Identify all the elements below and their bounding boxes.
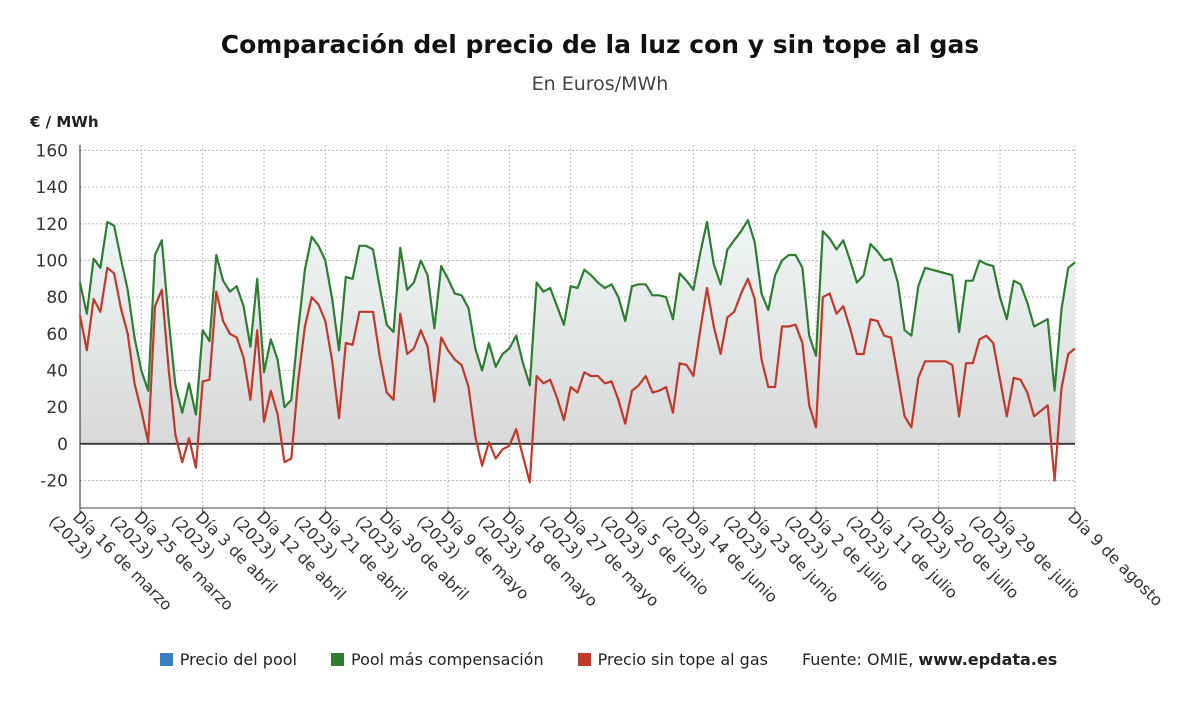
y-tick-label: 20: [46, 398, 68, 418]
legend-label-compensation: Pool más compensación: [350, 650, 544, 669]
y-tick-label: 0: [57, 435, 68, 455]
chart-subtitle: En Euros/MWh: [531, 73, 669, 95]
area-fill: [80, 220, 1075, 444]
legend-swatch-pool: [159, 653, 173, 666]
series-line-1[interactable]: [78, 219, 1076, 416]
source-note: Fuente: OMIE, www.epdata.es: [802, 650, 1057, 669]
x-tick-labels: Día 16 de marzo(2023) Día 25 de marzo(202…: [45, 507, 1167, 614]
legend-swatch-compensation: [330, 653, 344, 666]
y-tick-labels: -20 0 20 40 60 80 100 120 140 160: [36, 142, 68, 492]
y-tick-label: 160: [36, 142, 68, 162]
legend-item-no-cap[interactable]: Precio sin tope al gas: [577, 650, 768, 669]
source-prefix: Fuente: OMIE,: [801, 650, 919, 669]
x-tick-label-line1: Día 9 de agosto: [1064, 507, 1167, 610]
y-tick-label: 140: [36, 178, 68, 198]
x-tick-label: Día 9 de agosto: [1064, 507, 1167, 610]
series-line-2[interactable]: [78, 266, 1076, 484]
y-tick-label: 60: [46, 325, 68, 345]
y-tick-label: -20: [40, 472, 68, 492]
series-lines: [78, 219, 1076, 484]
legend-swatch-no-cap: [577, 653, 591, 666]
x-tick-label: Día 16 de marzo(2023): [45, 507, 176, 614]
source-link[interactable]: www.epdata.es: [918, 650, 1058, 669]
y-tick-label: 120: [36, 215, 68, 235]
compensation-area: [80, 220, 1075, 444]
legend-item-pool[interactable]: Precio del pool: [159, 650, 297, 669]
y-tick-label: 80: [46, 288, 68, 308]
y-tick-label: 100: [36, 252, 68, 272]
y-tick-label: 40: [46, 362, 68, 382]
y-axis-unit-label: € / MWh: [30, 113, 99, 131]
chart-title: Comparación del precio de la luz con y s…: [220, 30, 980, 59]
axes: [79, 145, 1076, 513]
legend-label-pool: Precio del pool: [179, 650, 297, 669]
legend-label-no-cap: Precio sin tope al gas: [597, 650, 768, 669]
legend-item-compensation[interactable]: Pool más compensación: [330, 650, 544, 669]
legend: Precio del pool Pool más compensación Pr…: [0, 650, 1200, 669]
